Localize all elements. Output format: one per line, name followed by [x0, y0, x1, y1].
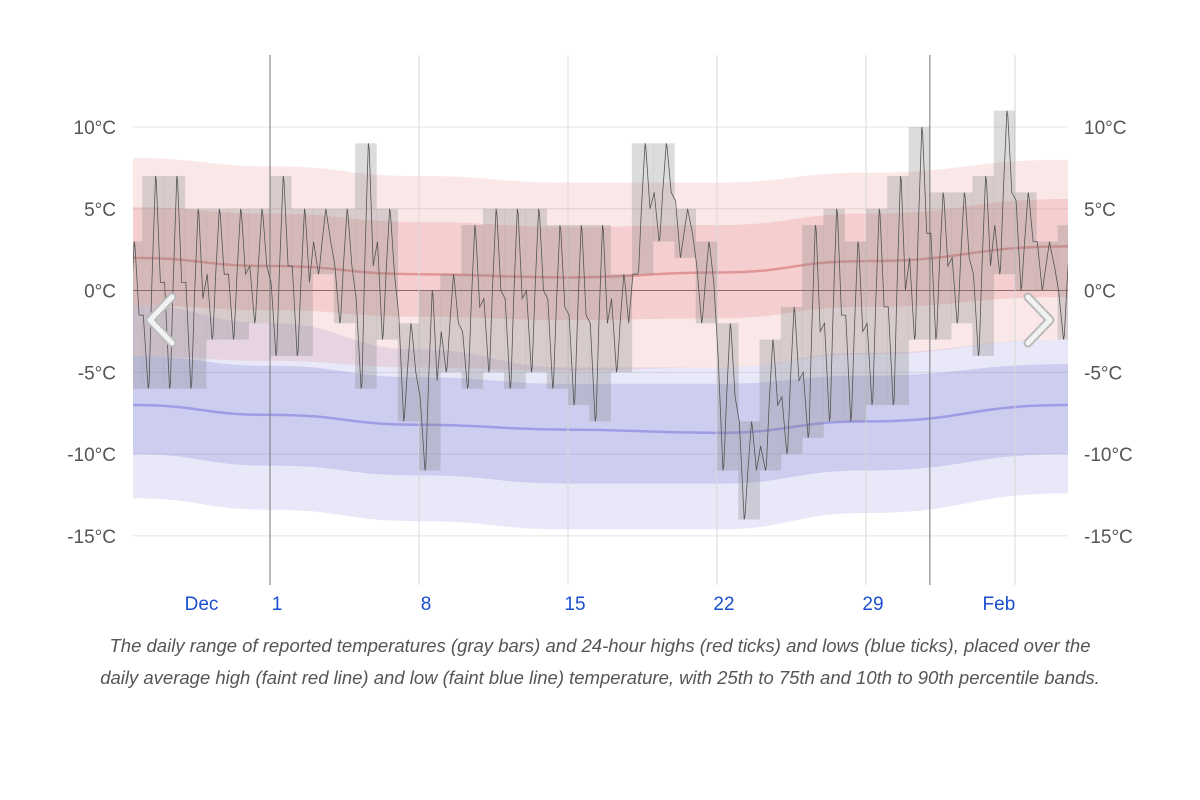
x-tick-day[interactable]: 29 [862, 594, 883, 615]
y-tick-right: 0°C [1084, 282, 1116, 303]
daily-range-bar [133, 241, 143, 389]
next-button[interactable] [1023, 292, 1055, 348]
y-tick-left: 10°C [74, 118, 116, 139]
y-tick-left: -10°C [67, 445, 116, 466]
y-tick-left: -5°C [78, 363, 116, 384]
hourly-temperature-line [133, 110, 1068, 520]
daily-range-bar [1036, 241, 1058, 291]
x-tick-day[interactable]: 8 [421, 594, 432, 615]
x-tick-month-dec[interactable]: Dec [185, 594, 219, 615]
vertical-gridlines [269, 55, 1016, 585]
daily-range-bar [1057, 225, 1068, 340]
low-10-90-band [133, 305, 1068, 530]
chart-caption: The daily range of reported temperatures… [100, 635, 1100, 688]
y-tick-right: -15°C [1084, 527, 1133, 548]
x-tick-day[interactable]: 22 [713, 594, 734, 615]
previous-button[interactable] [145, 292, 177, 348]
low-25-75-band [133, 355, 1068, 484]
y-tick-right: -5°C [1084, 363, 1122, 384]
x-tick-month-feb[interactable]: Feb [983, 594, 1016, 615]
y-tick-left: -15°C [67, 527, 116, 548]
y-tick-left: 0°C [84, 282, 116, 303]
x-axis-labels: Dec 1 8 15 22 29 Feb [185, 594, 1016, 615]
y-tick-right: -10°C [1084, 445, 1133, 466]
y-tick-left: 5°C [84, 200, 116, 221]
y-axis-labels: 10°C 5°C 0°C -5°C -10°C -15°C 10°C 5°C 0… [67, 118, 1133, 548]
daily-range-bar [674, 208, 697, 258]
x-tick-day[interactable]: 1 [272, 594, 283, 615]
high-10-90-band [133, 158, 1068, 371]
temperature-trace [133, 110, 1068, 520]
daily-range-bar [312, 208, 335, 275]
y-tick-right: 10°C [1084, 118, 1126, 139]
x-tick-day[interactable]: 15 [564, 594, 585, 615]
y-tick-right: 5°C [1084, 200, 1116, 221]
